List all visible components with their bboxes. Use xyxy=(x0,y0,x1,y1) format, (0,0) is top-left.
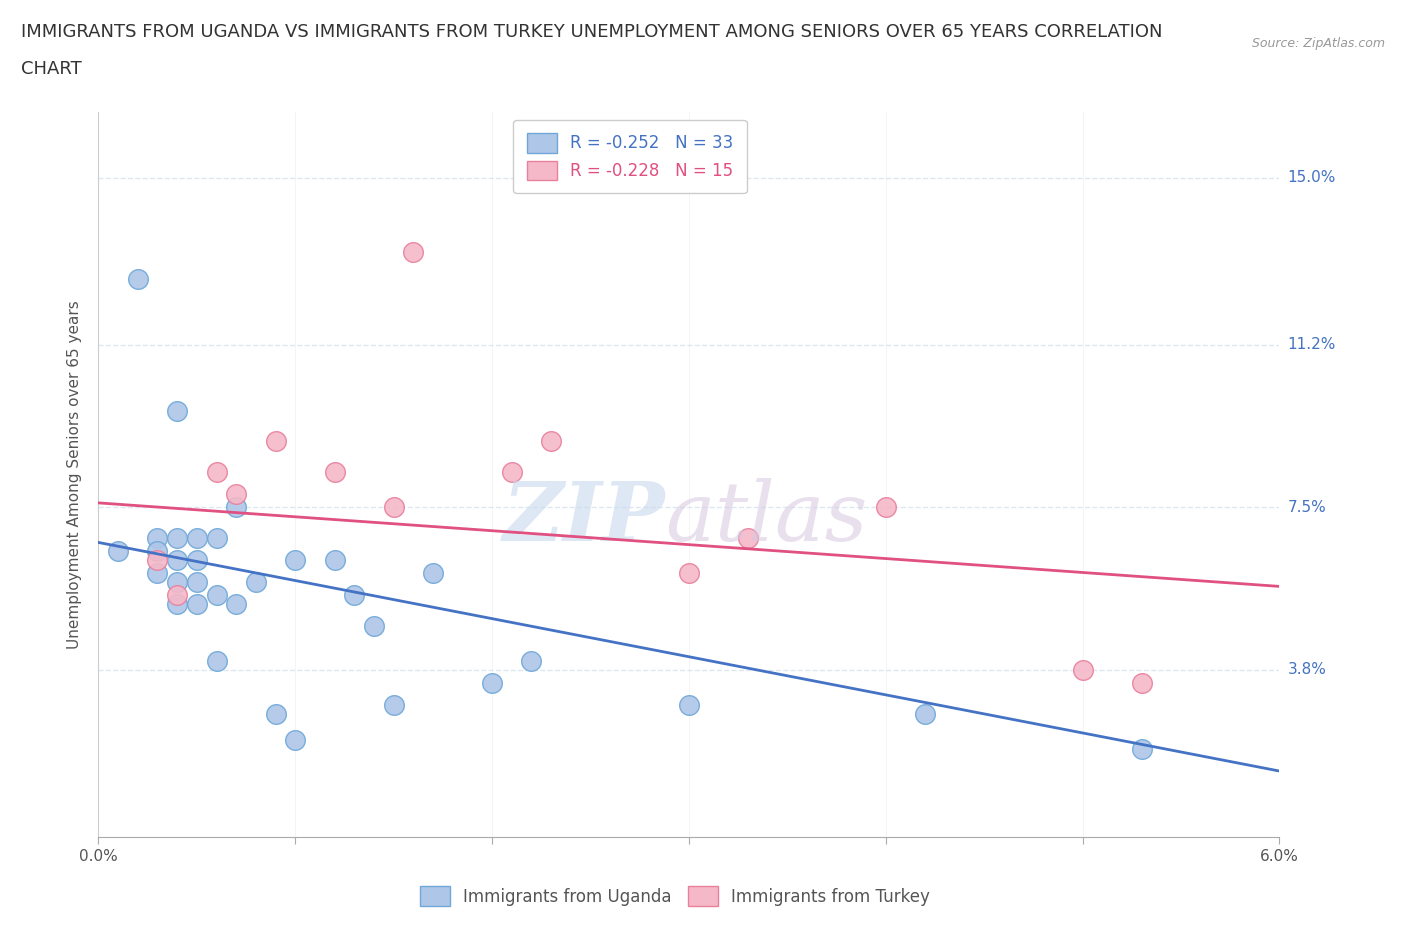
Legend: Immigrants from Uganda, Immigrants from Turkey: Immigrants from Uganda, Immigrants from … xyxy=(413,880,936,912)
Point xyxy=(520,654,543,669)
Point xyxy=(186,531,208,546)
Point xyxy=(205,531,228,546)
Text: Source: ZipAtlas.com: Source: ZipAtlas.com xyxy=(1251,37,1385,50)
Point xyxy=(264,707,287,722)
Point xyxy=(402,245,425,259)
Point xyxy=(166,596,188,611)
Point xyxy=(225,486,247,501)
Point xyxy=(166,531,188,546)
Point xyxy=(284,733,307,748)
Point xyxy=(264,434,287,449)
Point xyxy=(323,465,346,480)
Point xyxy=(481,676,503,691)
Text: 15.0%: 15.0% xyxy=(1288,170,1336,185)
Point xyxy=(875,499,897,514)
Point xyxy=(363,618,385,633)
Point xyxy=(914,707,936,722)
Point xyxy=(1071,662,1094,677)
Point xyxy=(166,588,188,603)
Point xyxy=(205,588,228,603)
Point xyxy=(146,552,169,567)
Point xyxy=(146,531,169,546)
Point xyxy=(540,434,562,449)
Text: IMMIGRANTS FROM UGANDA VS IMMIGRANTS FROM TURKEY UNEMPLOYMENT AMONG SENIORS OVER: IMMIGRANTS FROM UGANDA VS IMMIGRANTS FRO… xyxy=(21,23,1163,41)
Point xyxy=(107,544,129,559)
Point xyxy=(186,575,208,590)
Point xyxy=(422,565,444,580)
Point xyxy=(245,575,267,590)
Point xyxy=(166,552,188,567)
Point xyxy=(382,499,405,514)
Point xyxy=(205,465,228,480)
Point xyxy=(284,552,307,567)
Point xyxy=(678,565,700,580)
Text: ZIP: ZIP xyxy=(503,478,665,558)
Point xyxy=(678,698,700,712)
Point xyxy=(146,565,169,580)
Point xyxy=(186,552,208,567)
Point xyxy=(225,596,247,611)
Text: CHART: CHART xyxy=(21,60,82,78)
Text: 7.5%: 7.5% xyxy=(1288,499,1326,515)
Legend: R = -0.252   N = 33, R = -0.228   N = 15: R = -0.252 N = 33, R = -0.228 N = 15 xyxy=(513,120,747,193)
Point xyxy=(166,403,188,418)
Point xyxy=(186,596,208,611)
Point xyxy=(225,499,247,514)
Point xyxy=(343,588,366,603)
Text: 3.8%: 3.8% xyxy=(1288,662,1327,677)
Point xyxy=(737,531,759,546)
Point xyxy=(146,544,169,559)
Point xyxy=(127,272,149,286)
Point xyxy=(205,654,228,669)
Point xyxy=(323,552,346,567)
Point xyxy=(501,465,523,480)
Y-axis label: Unemployment Among Seniors over 65 years: Unemployment Among Seniors over 65 years xyxy=(66,300,82,649)
Point xyxy=(1130,741,1153,756)
Text: atlas: atlas xyxy=(665,478,868,558)
Point xyxy=(382,698,405,712)
Text: 11.2%: 11.2% xyxy=(1288,337,1336,352)
Point xyxy=(166,575,188,590)
Point xyxy=(1130,676,1153,691)
